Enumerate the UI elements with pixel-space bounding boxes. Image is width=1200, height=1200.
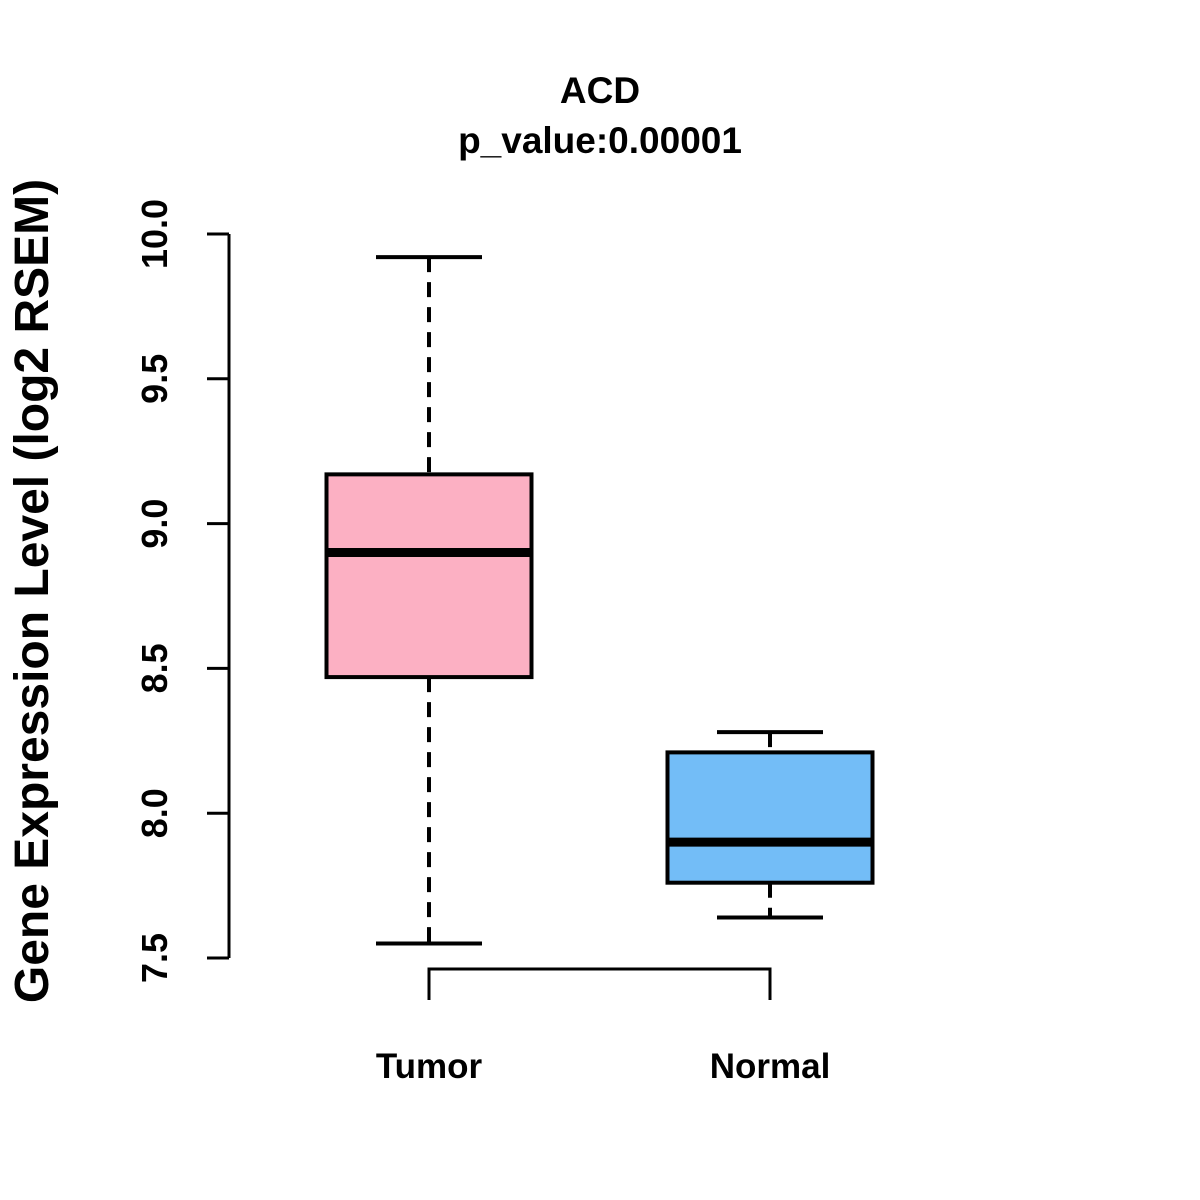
y-axis-label: Gene Expression Level (log2 RSEM): [6, 179, 59, 1003]
iqr-box: [324, 472, 534, 680]
box-tumor: [324, 255, 534, 946]
box-normal: [665, 730, 875, 920]
iqr-box: [665, 750, 875, 885]
category-label-normal: Normal: [710, 1047, 831, 1086]
chart-title: ACD: [560, 70, 640, 111]
category-label-tumor: Tumor: [376, 1047, 483, 1086]
x-axis-line: [427, 967, 772, 1000]
y-axis-tick-label: 8.5: [134, 643, 175, 693]
y-axis-tick-label: 8.0: [134, 788, 175, 838]
plot-area: [324, 255, 875, 946]
y-axis-tick-label: 9.5: [134, 354, 175, 404]
y-axis-tick-label: 7.5: [134, 933, 175, 983]
chart-subtitle: p_value:0.00001: [458, 120, 742, 161]
y-axis-tick-label: 10.0: [134, 199, 175, 269]
x-axis: Tumor Normal: [376, 967, 831, 1086]
y-axis: 10.0 9.5 9.0 8.5 8.0 7.5: [134, 199, 231, 983]
y-axis-tick-label: 9.0: [134, 499, 175, 549]
